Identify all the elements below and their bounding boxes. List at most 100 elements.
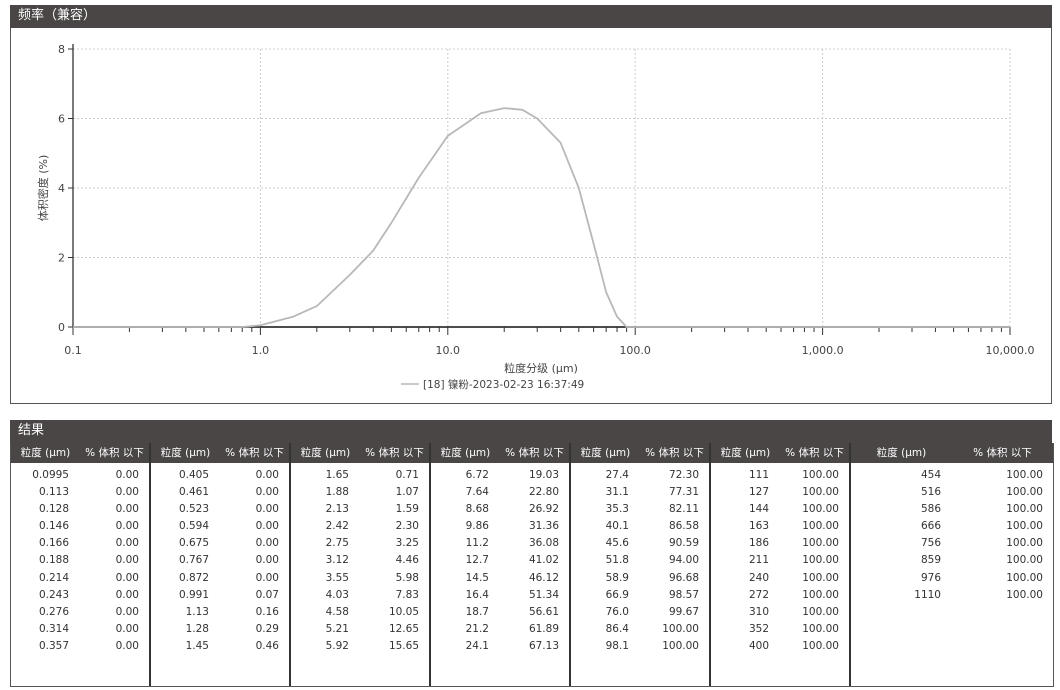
percent-value: 100.00 (1006, 537, 1043, 550)
percent-value: 0.00 (255, 571, 279, 584)
table-row: 45.6 90.59 (571, 535, 709, 552)
size-value: 0.767 (178, 554, 209, 567)
percent-value: 0.00 (255, 554, 279, 567)
size-value: 144 (748, 503, 769, 516)
size-value: 310 (748, 605, 769, 618)
table-row: 0.214 0.00 (11, 570, 149, 587)
size-value: 0.128 (38, 503, 69, 516)
percent-value: 19.03 (528, 469, 559, 481)
percent-value: 7.83 (395, 588, 419, 601)
size-header: 粒度 (µm) (720, 447, 771, 459)
table-row: 0.113 0.00 (11, 484, 149, 501)
percent-value: 100.00 (802, 520, 839, 533)
y-tick-label: 6 (58, 113, 65, 126)
table-row: 756 100.00 (851, 535, 1053, 552)
size-value: 7.64 (465, 486, 489, 499)
table-row: 11.2 36.08 (431, 535, 569, 552)
size-value: 11.2 (465, 537, 489, 550)
size-value: 27.4 (605, 469, 629, 481)
size-value: 163 (748, 520, 769, 533)
table-row: 0.0995 0.00 (11, 467, 149, 484)
size-value: 35.3 (605, 503, 629, 516)
table-row: 111 100.00 (711, 467, 849, 484)
table-row: 1.65 0.71 (291, 467, 429, 484)
percent-value: 0.00 (255, 520, 279, 533)
size-value: 2.75 (325, 537, 349, 550)
size-value: 24.1 (465, 639, 489, 652)
percent-value: 0.00 (255, 469, 279, 481)
chart-section-header: 频率（兼容） (10, 5, 1052, 28)
results-section-header: 结果 (10, 420, 1052, 443)
percent-value: 56.61 (528, 605, 559, 618)
table-row: 7.64 22.80 (431, 484, 569, 501)
percent-value: 1.07 (395, 486, 419, 499)
density-curve (73, 107, 1010, 328)
percent-value: 100.00 (802, 486, 839, 499)
table-row: 0.146 0.00 (11, 518, 149, 535)
percent-value: 0.16 (255, 605, 279, 618)
size-value: 211 (748, 554, 769, 567)
table-row: 0.357 0.00 (11, 638, 149, 655)
size-value: 0.0995 (32, 469, 69, 481)
size-value: 0.314 (38, 622, 69, 635)
table-row: 16.4 51.34 (431, 587, 569, 604)
percent-value: 61.89 (528, 622, 559, 635)
percent-header: % 体积 以下 (505, 447, 564, 459)
table-row: 1110 100.00 (851, 587, 1053, 604)
x-axis-label: 粒度分级 (µm) (504, 361, 578, 375)
percent-value: 100.00 (802, 639, 839, 652)
table-row: 0.675 0.00 (151, 535, 289, 552)
size-value: 0.594 (178, 520, 209, 533)
table-row: 454 100.00 (851, 467, 1053, 484)
percent-value: 100.00 (802, 469, 839, 481)
size-value: 0.188 (38, 554, 69, 567)
percent-value: 100.00 (802, 554, 839, 567)
percent-header: % 体积 以下 (973, 447, 1032, 459)
table-row: 12.7 41.02 (431, 552, 569, 569)
column-header-row: 粒度 (µm) % 体积 以下 (711, 443, 849, 463)
percent-value: 100.00 (1006, 554, 1043, 567)
size-value: 66.9 (605, 588, 629, 601)
size-header: 粒度 (µm) (20, 447, 71, 459)
size-header: 粒度 (µm) (580, 447, 631, 459)
size-value: 1110 (914, 588, 941, 601)
size-value: 5.21 (325, 622, 349, 635)
size-value: 352 (748, 622, 769, 635)
percent-value: 15.65 (388, 639, 419, 652)
size-value: 76.0 (605, 605, 629, 618)
size-value: 0.276 (38, 605, 69, 618)
size-value: 0.113 (38, 486, 69, 499)
percent-value: 100.00 (1006, 469, 1043, 481)
size-value: 8.68 (465, 503, 489, 516)
results-column-group: 粒度 (µm) % 体积 以下 0.405 0.00 0.461 0.00 0.523 0.0… (151, 443, 291, 686)
table-row: 1.28 0.29 (151, 621, 289, 638)
table-row: 24.1 67.13 (431, 638, 569, 655)
table-row: 211 100.00 (711, 552, 849, 569)
table-row: 40.1 86.58 (571, 518, 709, 535)
percent-value: 100.00 (662, 639, 699, 652)
table-row: 5.21 12.65 (291, 621, 429, 638)
percent-value: 26.92 (528, 503, 559, 516)
table-row: 272 100.00 (711, 587, 849, 604)
percent-value: 72.30 (668, 469, 699, 481)
size-value: 516 (920, 486, 941, 499)
percent-value: 82.11 (668, 503, 699, 516)
table-row: 1.88 1.07 (291, 484, 429, 501)
percent-header: % 体积 以下 (225, 447, 284, 459)
size-value: 1.13 (185, 605, 209, 618)
table-row: 144 100.00 (711, 501, 849, 518)
size-value: 1.28 (185, 622, 209, 635)
size-value: 0.523 (178, 503, 209, 516)
table-row: 0.594 0.00 (151, 518, 289, 535)
table-row: 516 100.00 (851, 484, 1053, 501)
table-row: 51.8 94.00 (571, 552, 709, 569)
table-row: 9.86 31.36 (431, 518, 569, 535)
size-value: 58.9 (605, 571, 629, 584)
size-value: 40.1 (605, 520, 629, 533)
percent-value: 1.59 (395, 503, 419, 516)
results-table: 粒度 (µm)% 体积 以下 0.0995 0.00 0.113 0.00 0.128 0.… (10, 443, 1054, 687)
size-value: 51.8 (605, 554, 629, 567)
table-row: 586 100.00 (851, 501, 1053, 518)
percent-value: 0.29 (255, 622, 279, 635)
size-value: 21.2 (465, 622, 489, 635)
